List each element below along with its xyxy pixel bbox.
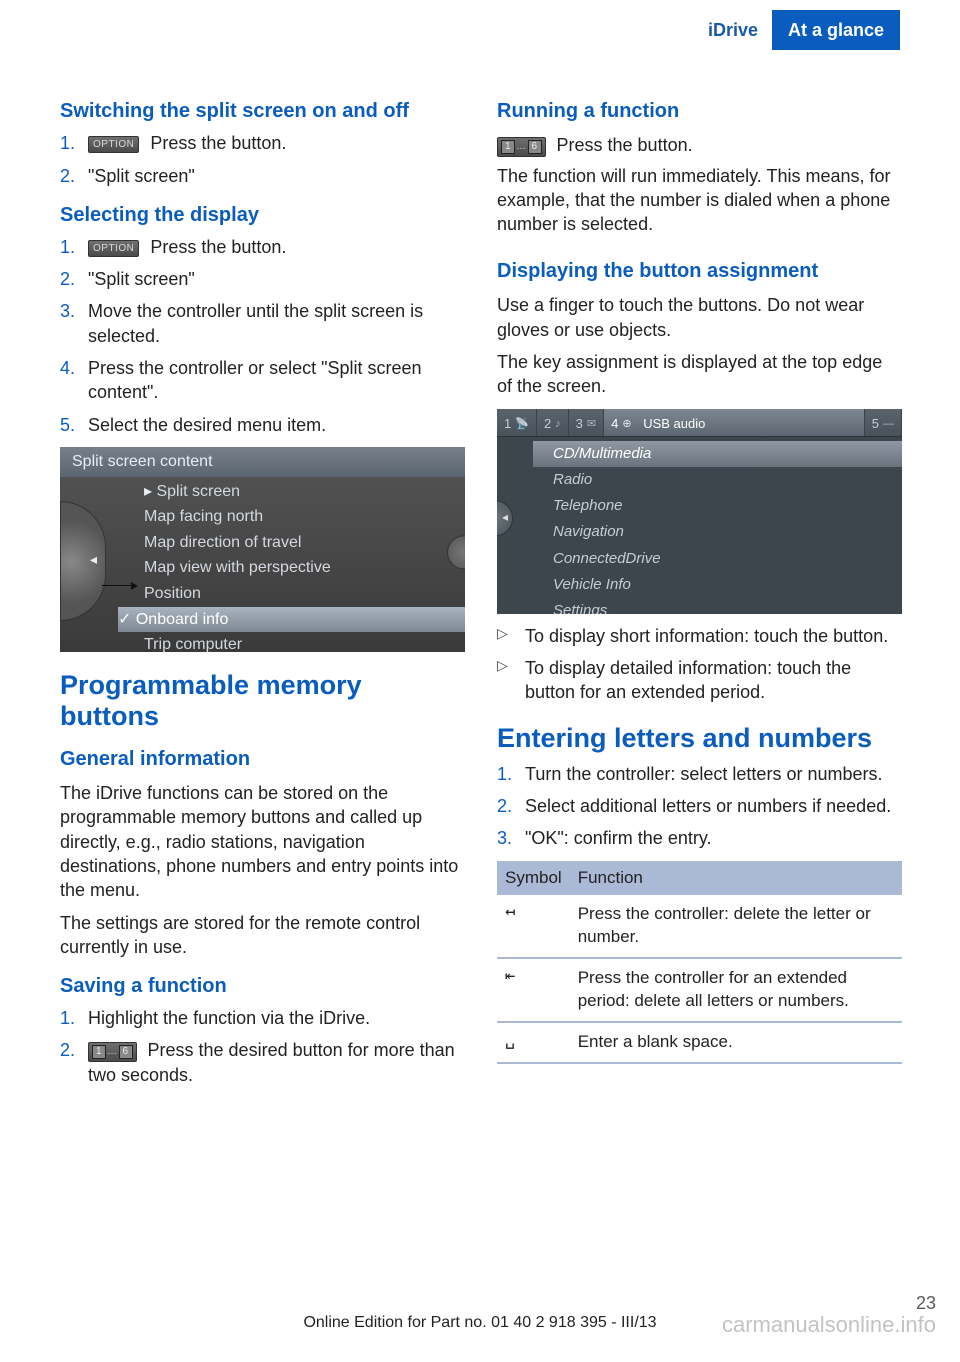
step-item: OPTION Press the button. <box>60 131 465 155</box>
menu-item: Map direction of travel <box>144 530 465 556</box>
steps-switch-split: OPTION Press the button. "Split screen" <box>60 131 465 188</box>
step-item: OPTION Press the button. <box>60 235 465 259</box>
screenshot-button-assignment: 1📡 2♪ 3✉ 4⊕ USB audio 5— CD/Multimedia R… <box>497 409 902 614</box>
function-cell: Press the controller: delete the letter … <box>570 895 902 958</box>
paragraph: 1…6 Press the button. <box>497 133 902 157</box>
step-item: Move the controller until the split scre… <box>60 299 465 348</box>
bullet-list: To display short information: touch the … <box>497 624 902 705</box>
step-text: Press the button. <box>145 237 286 257</box>
step-text: Move the controller until the split scre… <box>88 301 423 345</box>
symbol-cell: ⇤ <box>497 958 570 1022</box>
step-item: Highlight the function via the iDrive. <box>60 1006 465 1030</box>
step-text: Highlight the function via the iDrive. <box>88 1008 370 1028</box>
mail-icon: ✉ <box>587 417 596 432</box>
step-item: "Split screen" <box>60 164 465 188</box>
paragraph: The function will run immediately. This … <box>497 164 902 237</box>
step-item: 1…6 Press the desired button for more th… <box>60 1038 465 1087</box>
table-header-row: Symbol Function <box>497 861 902 896</box>
line: Press the button. <box>557 135 693 155</box>
menu-item: Map view with perspective <box>144 555 465 581</box>
subheading-general-info: General information <box>60 746 465 773</box>
table-header: Function <box>570 861 902 896</box>
header-chapter: At a glance <box>772 10 900 50</box>
menu-item: Trip computer <box>144 632 465 652</box>
screenshot-menu: CD/Multimedia Radio Telephone Navigation… <box>497 437 902 614</box>
menu-item: Map facing north <box>144 504 465 530</box>
radio-icon: 📡 <box>515 417 529 432</box>
tab-2: 2♪ <box>537 409 569 436</box>
function-cell: Enter a blank space. <box>570 1022 902 1063</box>
menu-item: Split screen <box>144 479 465 505</box>
step-text: Press the controller or select "Split sc… <box>88 358 422 402</box>
tab-1: 1📡 <box>497 409 537 436</box>
heading-running-function: Running a function <box>497 98 902 125</box>
menu-item: Vehicle Info <box>553 572 902 598</box>
heading-selecting-display: Selecting the display <box>60 202 465 229</box>
keys-icon: 1…6 <box>88 1042 137 1062</box>
bullet-item: To display short information: touch the … <box>497 624 902 648</box>
screenshot-split-content: Split screen content Split screen Map fa… <box>60 447 465 652</box>
steps-entering-letters: Turn the controller: select letters or n… <box>497 762 902 851</box>
bullet-item: To display detailed information: touch t… <box>497 656 902 705</box>
option-icon: OPTION <box>88 136 139 153</box>
table-row: ↤ Press the controller: delete the lette… <box>497 895 902 958</box>
page-number: 23 <box>722 1294 936 1312</box>
function-cell: Press the controller for an extended per… <box>570 958 902 1022</box>
left-column: Switching the split screen on and off OP… <box>60 84 465 1322</box>
table-header: Symbol <box>497 861 570 896</box>
symbol-cell: ␣ <box>497 1022 570 1063</box>
pointer-arrow-icon <box>102 585 132 586</box>
step-item: Select the desired menu item. <box>60 413 465 437</box>
heading-entering-letters: Entering letters and numbers <box>497 723 902 754</box>
heading-switch-split: Switching the split screen on and off <box>60 98 465 125</box>
paragraph: The key assignment is displayed at the t… <box>497 350 902 399</box>
menu-item: ConnectedDrive <box>553 546 902 572</box>
screenshot-menu: Split screen Map facing north Map direct… <box>60 477 465 652</box>
menu-item-selected: CD/Multimedia <box>533 441 902 467</box>
menu-item: Settings <box>553 598 902 614</box>
music-icon: ♪ <box>555 417 561 432</box>
step-text: "Split screen" <box>88 269 195 289</box>
symbol-table: Symbol Function ↤ Press the controller: … <box>497 861 902 1065</box>
heading-programmable-memory: Programmable memory buttons <box>60 670 465 732</box>
step-item: Press the controller or select "Split sc… <box>60 356 465 405</box>
watermark-text: carmanualsonline.info <box>722 1312 936 1337</box>
tab-4-selected: 4⊕ USB audio <box>604 409 865 436</box>
tab-bar: 1📡 2♪ 3✉ 4⊕ USB audio 5— <box>497 409 902 437</box>
paragraph: The settings are stored for the remote c… <box>60 911 465 960</box>
step-text: Press the button. <box>145 133 286 153</box>
steps-saving-function: Highlight the function via the iDrive. 1… <box>60 1006 465 1087</box>
step-item: Turn the controller: select letters or n… <box>497 762 902 786</box>
step-item: Select additional letters or numbers if … <box>497 794 902 818</box>
step-item: "OK": confirm the entry. <box>497 826 902 850</box>
table-row: ␣ Enter a blank space. <box>497 1022 902 1063</box>
menu-item: Radio <box>553 467 902 493</box>
symbol-cell: ↤ <box>497 895 570 958</box>
step-text: "Split screen" <box>88 166 195 186</box>
menu-item: Telephone <box>553 493 902 519</box>
menu-item-selected: Onboard info <box>118 607 465 633</box>
table-row: ⇤ Press the controller for an extended p… <box>497 958 902 1022</box>
step-text: Select the desired menu item. <box>88 415 326 435</box>
usb-icon: ⊕ <box>622 417 631 432</box>
dash-icon: — <box>883 417 894 432</box>
steps-selecting-display: OPTION Press the button. "Split screen" … <box>60 235 465 437</box>
watermark: 23 carmanualsonline.info <box>722 1294 936 1336</box>
menu-item: Navigation <box>553 519 902 545</box>
subheading-saving-function: Saving a function <box>60 973 465 1000</box>
paragraph: Use a finger to touch the buttons. Do no… <box>497 293 902 342</box>
paragraph: The iDrive functions can be stored on th… <box>60 781 465 902</box>
screenshot-title: Split screen content <box>60 447 465 477</box>
header-bar: iDrive At a glance <box>60 10 900 50</box>
right-column: Running a function 1…6 Press the button.… <box>497 84 902 1322</box>
tab-5: 5— <box>865 409 902 436</box>
menu-item: Position <box>144 581 465 607</box>
option-icon: OPTION <box>88 240 139 257</box>
tab-3: 3✉ <box>569 409 604 436</box>
heading-displaying-assignment: Displaying the button assignment <box>497 258 902 285</box>
step-text: Press the desired button for more than t… <box>88 1040 455 1084</box>
keys-icon: 1…6 <box>497 137 546 157</box>
header-section: iDrive <box>708 10 772 50</box>
step-item: "Split screen" <box>60 267 465 291</box>
